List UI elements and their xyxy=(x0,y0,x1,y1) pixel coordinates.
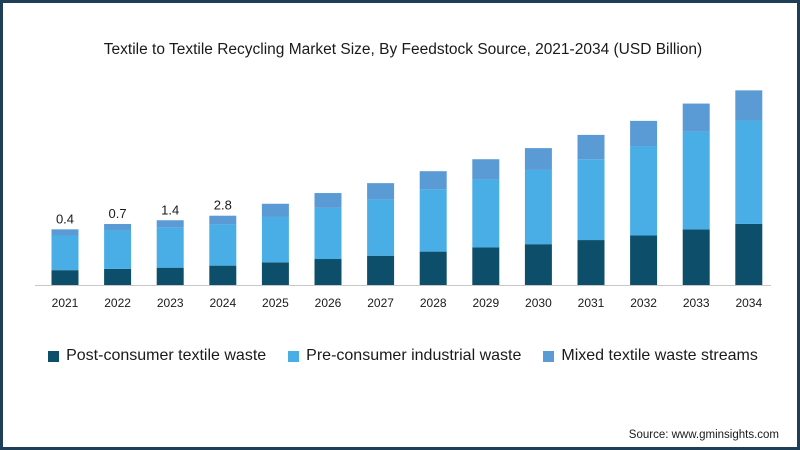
bar-2033-series-2 xyxy=(682,103,710,132)
x-tick-label: 2034 xyxy=(735,296,762,310)
bar-2030-series-1 xyxy=(524,169,552,245)
legend-item-post-consumer: Post-consumer textile waste xyxy=(48,347,266,365)
x-tick-label: 2027 xyxy=(367,296,394,310)
bar-2026-series-0 xyxy=(314,259,342,285)
bar-2034-series-0 xyxy=(735,223,763,285)
bar-2032-series-0 xyxy=(630,235,658,285)
bars-group xyxy=(51,90,763,285)
bar-2026-series-2 xyxy=(314,193,342,208)
bar-2021-series-1 xyxy=(51,235,79,271)
legend: Post-consumer textile waste Pre-consumer… xyxy=(3,347,800,365)
bar-2029-series-0 xyxy=(472,247,500,285)
bar-2031-series-0 xyxy=(577,240,605,285)
bar-2027-series-0 xyxy=(367,255,395,285)
bar-2024-series-0 xyxy=(209,265,237,285)
bar-2033-series-1 xyxy=(682,131,710,230)
legend-item-mixed: Mixed textile waste streams xyxy=(543,347,758,365)
x-tick-label: 2025 xyxy=(262,296,289,310)
bar-2024-series-2 xyxy=(209,215,237,225)
bar-2023-series-2 xyxy=(156,220,184,228)
bar-2023-series-0 xyxy=(156,267,184,285)
bar-2027-series-2 xyxy=(367,183,395,200)
bar-2022-series-2 xyxy=(104,223,132,231)
bar-2023-series-1 xyxy=(156,227,184,268)
data-labels: 0.4 0.7 1.4 2.8 xyxy=(56,198,232,227)
x-tick-label: 2029 xyxy=(472,296,499,310)
bar-2025-series-0 xyxy=(261,262,289,285)
data-label: 0.4 xyxy=(56,211,74,226)
bar-2024-series-1 xyxy=(209,224,237,266)
x-tick-label: 2022 xyxy=(104,296,131,310)
legend-swatch xyxy=(543,350,555,362)
source-note: Source: www.gminsights.com xyxy=(628,429,779,441)
bar-2030-series-2 xyxy=(524,148,552,170)
bar-2028-series-1 xyxy=(419,189,447,252)
bar-2032-series-1 xyxy=(630,146,658,236)
bar-2025-series-2 xyxy=(261,203,289,217)
x-tick-label: 2024 xyxy=(209,296,236,310)
bar-2032-series-2 xyxy=(630,120,658,147)
bar-2028-series-0 xyxy=(419,251,447,285)
legend-swatch xyxy=(288,350,300,362)
chart-title: Textile to Textile Recycling Market Size… xyxy=(103,41,703,58)
legend-label: Pre-consumer industrial waste xyxy=(306,347,522,364)
bar-2021-series-0 xyxy=(51,270,79,285)
x-tick-label: 2028 xyxy=(420,296,447,310)
bar-2031-series-1 xyxy=(577,159,605,241)
bar-2034-series-2 xyxy=(735,90,763,121)
bar-2031-series-2 xyxy=(577,134,605,160)
data-label: 1.4 xyxy=(161,202,179,217)
x-tick-labels: 2021 2022 2023 2024 2025 2026 2027 2028 2029 2030… xyxy=(52,296,763,310)
x-tick-label: 2021 xyxy=(52,296,79,310)
x-tick-label: 2033 xyxy=(683,296,710,310)
data-label: 2.8 xyxy=(214,198,232,213)
bar-2033-series-0 xyxy=(682,229,710,285)
x-tick-label: 2032 xyxy=(630,296,657,310)
data-label: 0.7 xyxy=(109,206,127,221)
bar-2034-series-1 xyxy=(735,120,763,224)
bar-2028-series-2 xyxy=(419,171,447,190)
chart-plot: 2021 2022 2023 2024 2025 2026 2027 2028 2029 2030… xyxy=(35,90,771,310)
legend-item-pre-consumer: Pre-consumer industrial waste xyxy=(288,347,521,365)
bar-2021-series-2 xyxy=(51,229,79,236)
legend-swatch xyxy=(48,350,60,362)
bar-2029-series-2 xyxy=(472,159,500,180)
x-tick-label: 2031 xyxy=(578,296,605,310)
bar-2030-series-0 xyxy=(524,244,552,285)
bar-2027-series-1 xyxy=(367,199,395,256)
bar-2026-series-1 xyxy=(314,207,342,260)
bar-2025-series-1 xyxy=(261,216,289,263)
bar-2029-series-1 xyxy=(472,179,500,248)
legend-label: Post-consumer textile waste xyxy=(66,347,267,364)
x-tick-label: 2030 xyxy=(525,296,552,310)
bar-2022-series-1 xyxy=(104,230,132,269)
x-tick-label: 2026 xyxy=(315,296,342,310)
x-tick-label: 2023 xyxy=(157,296,184,310)
bar-2022-series-0 xyxy=(104,268,132,285)
legend-label: Mixed textile waste streams xyxy=(561,347,758,364)
